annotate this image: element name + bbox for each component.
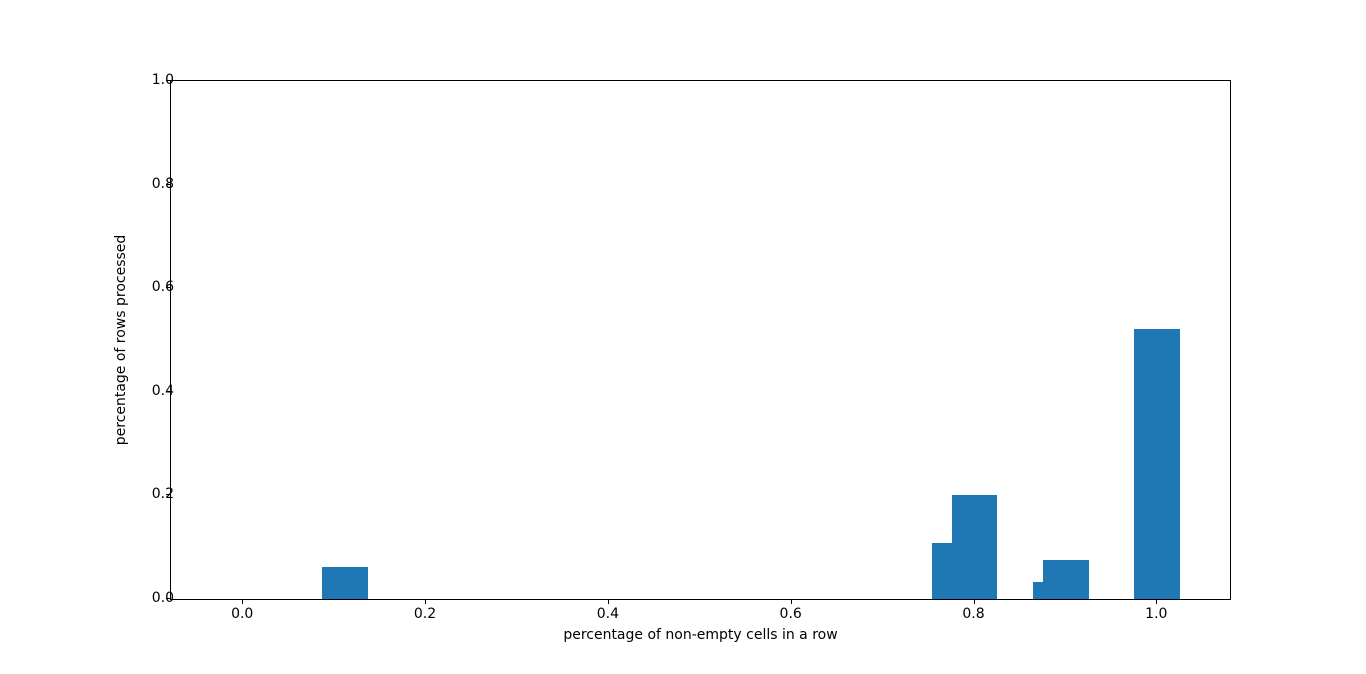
x-tick-mark [973,600,975,604]
y-tick-mark [166,390,170,392]
histogram-bar [951,495,998,599]
y-tick-label: 0.4 [151,382,174,399]
x-tick-mark [607,600,609,604]
y-tick-label: 0.8 [151,175,174,192]
x-tick-label: 0.0 [231,606,254,622]
y-tick-mark [166,287,170,289]
histogram-bar [321,567,368,599]
y-tick-label: 0.6 [151,279,174,296]
y-tick-label: 0.2 [151,486,174,503]
x-tick-mark [1156,600,1158,604]
x-axis-label: percentage of non-empty cells in a row [563,627,838,643]
x-tick-label: 0.2 [413,606,437,622]
x-tick-label: 0.8 [962,606,985,622]
plot-area [170,80,1231,600]
x-tick-mark [790,600,792,604]
y-tick-mark [166,598,170,599]
y-tick-mark [166,183,170,185]
x-tick-label: 1.0 [1145,606,1168,622]
y-tick-mark [166,80,170,81]
x-tick-label: 0.6 [779,606,802,622]
y-tick-label: 0.0 [151,590,174,606]
x-tick-label: 0.4 [596,606,619,622]
histogram-bar [1134,328,1181,599]
histogram-bar [1043,560,1089,599]
y-tick-label: 1.0 [151,72,174,88]
y-axis-label-text: percentage of rows processed [113,234,129,446]
x-tick-mark [242,600,244,604]
x-tick-mark [425,600,427,604]
y-tick-mark [166,494,170,496]
